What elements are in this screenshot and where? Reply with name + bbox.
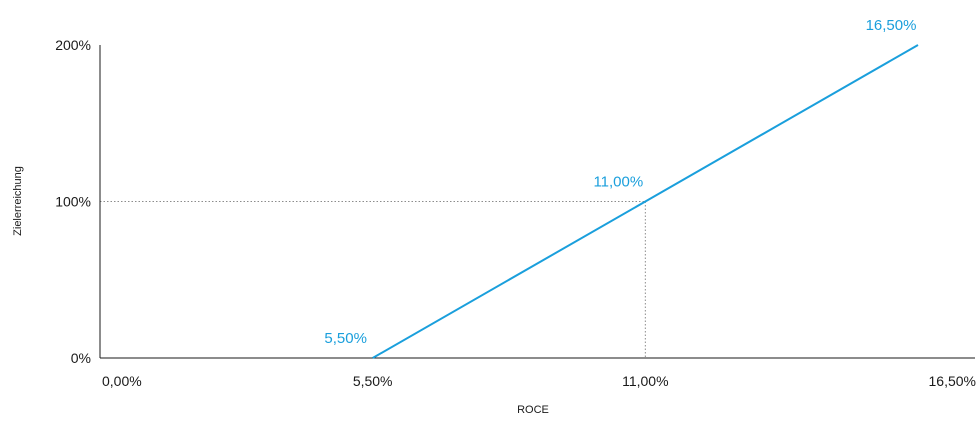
data-label: 11,00% [593,174,643,191]
y-tick-label: 200% [55,37,91,53]
x-tick-label: 5,50% [353,373,393,389]
series-line [372,44,919,359]
x-tick-label: 0,00% [102,373,142,389]
data-label: 16,50% [866,17,917,34]
y-tick-label: 100% [55,194,91,210]
x-tick-label: 16,50% [929,373,976,389]
axes [99,45,975,359]
data-label: 5,50% [324,330,367,347]
x-tick-labels: 0,00% 5,50% 11,00% 16,50% [102,373,976,389]
y-tick-labels: 0% 100% 200% [55,37,91,366]
reference-lines [100,201,646,358]
x-axis-title: ROCE [517,404,549,416]
x-tick-label: 11,00% [622,373,668,389]
y-axis-title: Zielerreichung [12,166,24,236]
series-group [372,44,919,359]
y-tick-label: 0% [71,350,91,366]
data-labels: 5,50% 11,00% 16,50% [324,17,916,347]
